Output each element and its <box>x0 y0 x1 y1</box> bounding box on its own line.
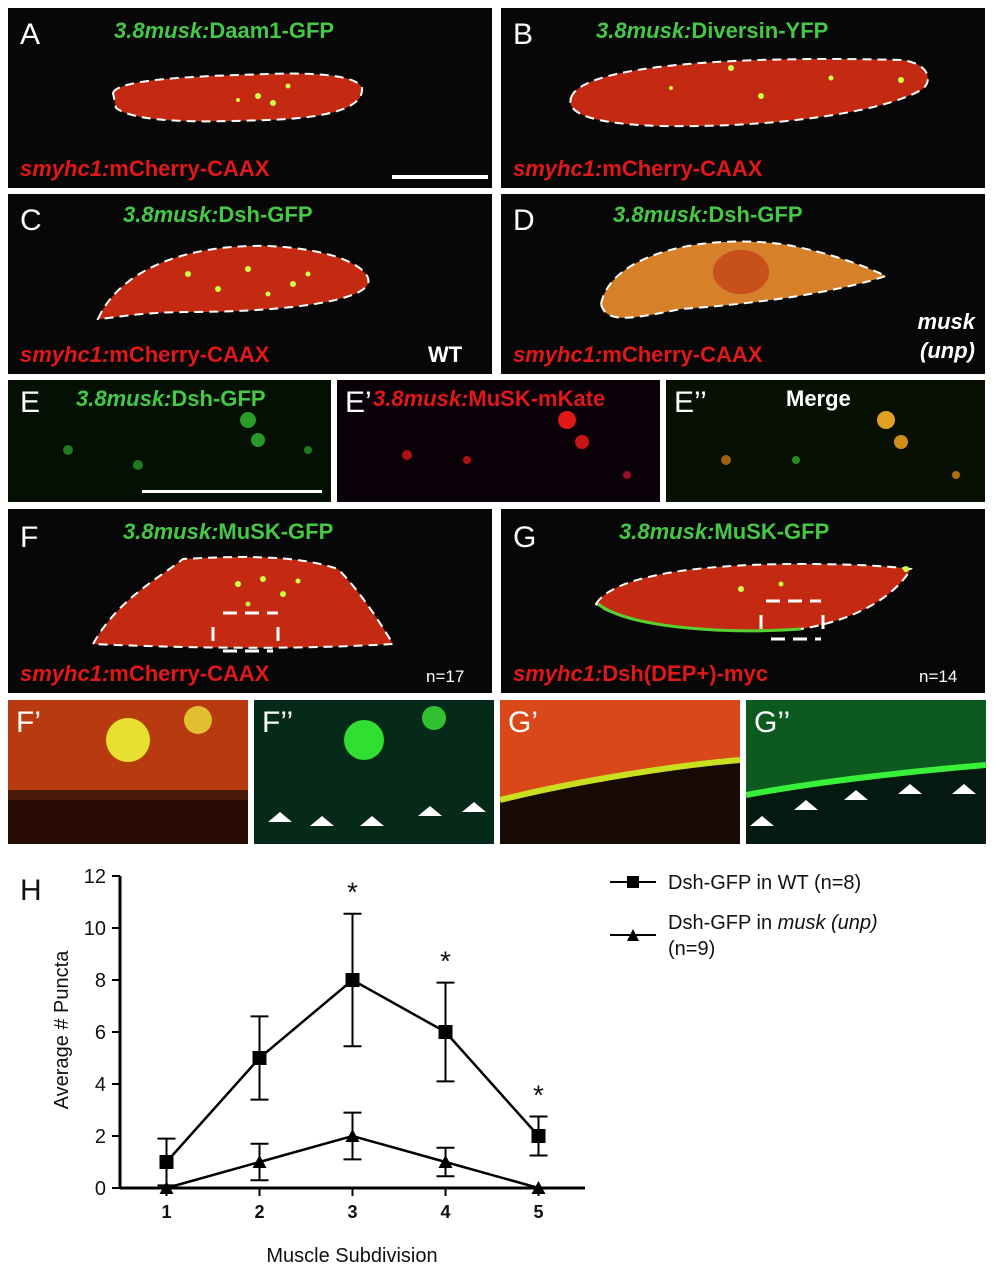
panel-g-double-prime-label: G’’ <box>754 706 791 739</box>
legend-marker-triangle <box>627 929 639 941</box>
panel-e-label: E <box>20 386 41 419</box>
data-point-triangle <box>345 1129 360 1142</box>
legend-series-musk: Dsh-GFP in musk (unp) <box>668 912 878 934</box>
panel-b-image <box>569 57 929 128</box>
y-tick-label: 6 <box>95 1022 106 1044</box>
data-point-triangle <box>438 1155 453 1168</box>
panel-d-red-title: smyhc1:mCherry-CAAX <box>513 342 763 367</box>
data-point-square <box>159 1155 174 1169</box>
data-point-square <box>252 1051 267 1065</box>
panel-g-n: n=14 <box>919 667 958 686</box>
panel-a-green-title: 3.8musk:Daam1-GFP <box>114 18 335 43</box>
panel-f-green-title: 3.8musk:MuSK-GFP <box>123 519 334 544</box>
panel-g-red-title: smyhc1:Dsh(DEP+)-myc <box>513 661 768 686</box>
panel-a-red-title: smyhc1:mCherry-CAAX <box>20 156 270 181</box>
legend-series-wt: Dsh-GFP in WT (n=8) <box>668 872 861 894</box>
panel-g-prime: G’ <box>500 700 740 844</box>
panel-e: E 3.8musk:Dsh-GFP <box>8 380 331 502</box>
panel-e-double-prime-image <box>721 411 960 479</box>
panel-f-red-title: smyhc1:mCherry-CAAX <box>20 661 270 686</box>
panel-e-green-title: 3.8musk:Dsh-GFP <box>76 386 266 411</box>
data-point-square <box>345 973 360 987</box>
panel-d-image <box>599 240 889 319</box>
x-tick-label: 3 <box>347 1202 357 1222</box>
panel-d-genotype: musk (unp) <box>917 309 975 363</box>
panel-g-green-title: 3.8musk:MuSK-GFP <box>619 519 830 544</box>
panel-f-double-prime-label: F’’ <box>262 706 294 739</box>
y-tick-label: 12 <box>84 866 106 888</box>
panel-g-label: G <box>513 521 537 554</box>
data-point-square <box>531 1129 546 1143</box>
panel-f-prime-image <box>8 700 248 844</box>
panel-d-green-title: 3.8musk:Dsh-GFP <box>613 202 803 227</box>
y-tick-label: 0 <box>95 1178 106 1200</box>
panel-g-image <box>594 562 913 641</box>
x-tick-label: 1 <box>161 1202 171 1222</box>
panel-e-double-prime-label: E’’ <box>674 386 707 419</box>
data-point-triangle <box>531 1181 546 1194</box>
panel-b-green-title: 3.8musk:Diversin-YFP <box>596 18 829 43</box>
panel-c-green-title: 3.8musk:Dsh-GFP <box>123 202 313 227</box>
y-tick-label: 2 <box>95 1126 106 1148</box>
significance-asterisk: * <box>347 877 358 908</box>
panel-a: A 3.8musk:Daam1-GFP smyhc1:mCherry-CAAX <box>8 8 492 188</box>
chart-panel-label: H <box>20 874 42 907</box>
panel-b-red-title: smyhc1:mCherry-CAAX <box>513 156 763 181</box>
panel-c-red-title: smyhc1:mCherry-CAAX <box>20 342 270 367</box>
panel-e-image <box>63 412 322 493</box>
panel-d: D 3.8musk:Dsh-GFP smyhc1:mCherry-CAAX mu… <box>501 194 985 374</box>
panel-e-double-prime: E’’ Merge <box>666 380 985 502</box>
significance-asterisk: * <box>533 1080 544 1111</box>
panel-c-genotype: WT <box>428 342 463 367</box>
panel-a-image <box>111 72 488 179</box>
panel-g: G 3.8musk:MuSK-GFP smyhc1:Dsh(DEP+)-myc … <box>501 509 985 693</box>
data-point-triangle <box>159 1181 174 1194</box>
chart-ylabel: Average # Puncta <box>51 950 73 1110</box>
chart-series: * * * <box>157 877 548 1194</box>
legend-marker-square <box>627 876 639 888</box>
panel-f-prime: F’ <box>8 700 248 844</box>
panel-f-prime-label: F’ <box>16 706 41 739</box>
panel-f-label: F <box>20 521 39 554</box>
panel-g-prime-label: G’ <box>508 706 538 739</box>
panel-g-double-prime-image <box>746 700 986 826</box>
panel-e-prime-image <box>402 411 631 479</box>
panel-b: B 3.8musk:Diversin-YFP smyhc1:mCherry-CA… <box>501 8 985 188</box>
panel-f: F 3.8musk:MuSK-GFP smyhc1:mCherry-CAAX n… <box>8 509 492 693</box>
panel-b-label: B <box>513 18 534 51</box>
panel-c: C 3.8musk:Dsh-GFP smyhc1:mCherry-CAAX WT <box>8 194 492 374</box>
y-tick-label: 4 <box>95 1074 106 1096</box>
panel-e-prime-label: E’ <box>345 386 372 419</box>
panel-f-double-prime: F’’ <box>254 700 494 844</box>
data-point-triangle <box>252 1155 267 1168</box>
data-point-square <box>438 1025 453 1039</box>
panel-f-double-prime-image <box>268 706 486 826</box>
x-tick-label: 4 <box>440 1202 450 1222</box>
panel-d-label: D <box>513 204 535 237</box>
x-tick-label: 5 <box>533 1202 543 1222</box>
panel-g-prime-image <box>500 700 740 803</box>
panel-e-prime-red-title: 3.8musk:MuSK-mKate <box>373 386 606 411</box>
panel-e-double-prime-title: Merge <box>786 386 851 411</box>
panel-f-image <box>91 556 395 653</box>
x-tick-label: 2 <box>254 1202 264 1222</box>
legend-series-musk-n: (n=9) <box>668 938 715 960</box>
panel-e-prime: E’ 3.8musk:MuSK-mKate <box>337 380 660 502</box>
significance-asterisk: * <box>440 946 451 977</box>
chart-legend: Dsh-GFP in WT (n=8) Dsh-GFP in musk (unp… <box>610 872 878 960</box>
panel-g-double-prime: G’’ <box>746 700 986 844</box>
y-tick-label: 8 <box>95 970 106 992</box>
panel-c-image <box>96 244 370 321</box>
chart-xlabel: Muscle Subdivision <box>266 1245 437 1267</box>
panel-f-n: n=17 <box>426 667 465 686</box>
panel-c-label: C <box>20 204 42 237</box>
panel-a-label: A <box>20 18 41 51</box>
y-tick-label: 10 <box>84 918 106 940</box>
